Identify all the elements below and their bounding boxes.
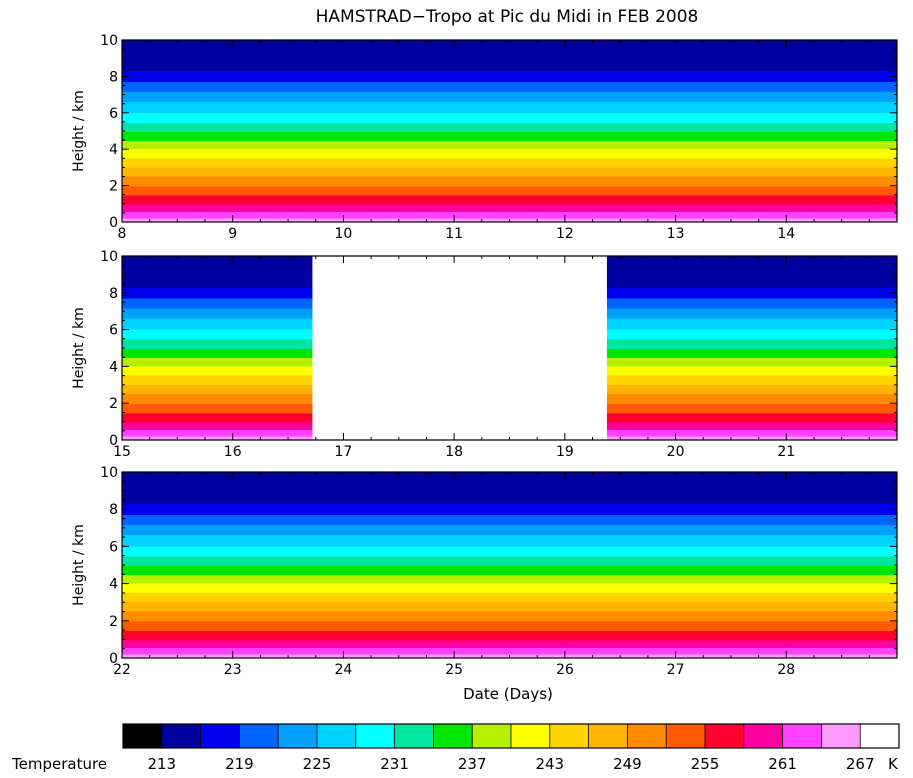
y-axis-label: Height / km bbox=[71, 90, 87, 172]
x-axis-label: Date (Days) bbox=[463, 685, 553, 703]
x-tick-label: 26 bbox=[556, 662, 574, 678]
x-tick-label: 9 bbox=[228, 226, 237, 242]
x-tick-label: 18 bbox=[445, 444, 463, 460]
colorbar-swatch bbox=[743, 724, 784, 748]
x-tick-label: 17 bbox=[335, 444, 353, 460]
colorbar-tick-label: 225 bbox=[303, 755, 332, 773]
y-tick-label: 6 bbox=[109, 106, 118, 122]
panel-1: 8 9 10 11 12 13 14 0 2 4 6 8 10 Height / km bbox=[71, 33, 898, 242]
x-tick-label: 25 bbox=[445, 662, 463, 678]
colorbar-swatch bbox=[705, 724, 745, 748]
colorbar-tick-label: 255 bbox=[691, 755, 720, 773]
colorbar-swatch bbox=[511, 724, 551, 748]
colorbar-swatch bbox=[782, 724, 822, 748]
y-tick-label: 0 bbox=[109, 433, 118, 449]
y-tick-label: 6 bbox=[109, 539, 118, 555]
colorbar-swatch bbox=[821, 724, 861, 748]
y-tick-label: 2 bbox=[109, 396, 118, 412]
x-tick-label: 19 bbox=[556, 444, 574, 460]
y-tick-label: 8 bbox=[109, 69, 118, 85]
colorbar-tick-label: 219 bbox=[225, 755, 254, 773]
x-tick-label: 8 bbox=[118, 226, 127, 242]
data-gap bbox=[312, 256, 607, 440]
x-tick-label: 15 bbox=[113, 444, 131, 460]
y-tick-label: 10 bbox=[100, 249, 118, 265]
colorbar-swatch bbox=[239, 724, 279, 748]
x-tick-label: 10 bbox=[335, 226, 353, 242]
x-tick-label: 14 bbox=[777, 226, 795, 242]
colorbar-tick-label: 267 bbox=[846, 755, 875, 773]
colorbar-swatch bbox=[394, 724, 434, 748]
colorbar-tick-label: 231 bbox=[380, 755, 409, 773]
x-tick-label: 12 bbox=[556, 226, 574, 242]
colorbar-tick-label: 243 bbox=[535, 755, 564, 773]
temperature-field bbox=[122, 472, 897, 658]
y-tick-label: 8 bbox=[109, 502, 118, 518]
colorbar-swatch bbox=[627, 724, 667, 748]
temperature-field bbox=[122, 40, 897, 222]
colorbar: 213 219 225 231 237 243 249 255 261 267 bbox=[122, 723, 900, 773]
y-tick-label: 6 bbox=[109, 323, 118, 339]
colorbar-swatch bbox=[666, 724, 706, 748]
colorbar-swatch bbox=[161, 724, 202, 748]
colorbar-swatch bbox=[123, 724, 163, 748]
colorbar-swatch bbox=[278, 724, 318, 748]
x-tick-label: 28 bbox=[777, 662, 795, 678]
chart-title: HAMSTRAD−Tropo at Pic du Midi in FEB 200… bbox=[316, 7, 699, 27]
y-tick-label: 10 bbox=[100, 465, 118, 481]
y-tick-label: 10 bbox=[100, 33, 118, 49]
colorbar-swatch bbox=[317, 724, 357, 748]
colorbar-swatch bbox=[588, 724, 628, 748]
y-tick-label: 0 bbox=[109, 651, 118, 667]
y-axis-label: Height / km bbox=[71, 307, 87, 389]
colorbar-swatch bbox=[860, 724, 900, 748]
x-tick-label: 22 bbox=[113, 662, 131, 678]
colorbar-label: Temperature bbox=[11, 755, 107, 773]
colorbar-unit: K bbox=[888, 755, 899, 773]
colorbar-tick-label: 249 bbox=[613, 755, 642, 773]
x-tick-label: 23 bbox=[224, 662, 242, 678]
colorbar-tick-label: 261 bbox=[768, 755, 797, 773]
colorbar-swatch bbox=[355, 724, 396, 748]
y-tick-label: 0 bbox=[109, 215, 118, 231]
panel-2: 15 16 17 18 19 20 21 0 2 4 6 8 10 Height / km bbox=[71, 249, 898, 460]
x-tick-label: 13 bbox=[667, 226, 685, 242]
colorbar-tick-label: 213 bbox=[147, 755, 176, 773]
y-tick-label: 4 bbox=[109, 142, 118, 158]
colorbar-swatch bbox=[472, 724, 512, 748]
colorbar-swatch bbox=[549, 724, 590, 748]
y-tick-label: 4 bbox=[109, 359, 118, 375]
colorbar-swatch bbox=[200, 724, 240, 748]
x-tick-label: 16 bbox=[224, 444, 242, 460]
y-tick-label: 2 bbox=[109, 614, 118, 630]
colorbar-swatch bbox=[433, 724, 473, 748]
x-tick-label: 11 bbox=[445, 226, 463, 242]
x-tick-label: 21 bbox=[777, 444, 795, 460]
x-tick-label: 24 bbox=[335, 662, 353, 678]
x-tick-label: 20 bbox=[667, 444, 685, 460]
y-axis-label: Height / km bbox=[71, 524, 87, 606]
y-tick-label: 2 bbox=[109, 179, 118, 195]
y-tick-label: 8 bbox=[109, 286, 118, 302]
colorbar-tick-label: 237 bbox=[458, 755, 487, 773]
y-tick-label: 4 bbox=[109, 577, 118, 593]
x-tick-label: 27 bbox=[667, 662, 685, 678]
